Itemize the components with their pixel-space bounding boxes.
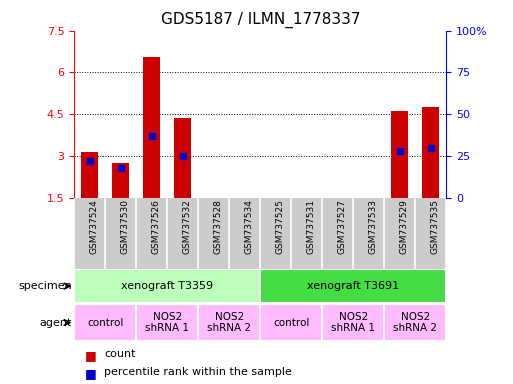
Text: ■: ■ (85, 367, 96, 380)
Bar (74, 270, 260, 303)
Text: GSM737532: GSM737532 (183, 199, 192, 254)
Text: xenograft T3359: xenograft T3359 (121, 281, 213, 291)
Text: GSM737533: GSM737533 (369, 199, 378, 254)
Text: NOS2
shRNA 1: NOS2 shRNA 1 (331, 312, 376, 333)
Bar (199, 304, 260, 341)
Text: NOS2
shRNA 1: NOS2 shRNA 1 (145, 312, 189, 333)
Bar (391, 111, 408, 198)
Bar (112, 163, 129, 198)
Text: GSM737535: GSM737535 (431, 199, 440, 254)
Text: GSM737527: GSM737527 (338, 199, 347, 254)
Text: NOS2
shRNA 2: NOS2 shRNA 2 (207, 312, 251, 333)
Bar (143, 57, 161, 198)
Text: ■: ■ (85, 349, 96, 362)
Bar (322, 304, 384, 341)
Text: agent: agent (40, 318, 72, 328)
Text: GSM737531: GSM737531 (307, 199, 316, 254)
Bar (422, 107, 439, 198)
Title: GDS5187 / ILMN_1778337: GDS5187 / ILMN_1778337 (161, 12, 360, 28)
Text: GSM737524: GSM737524 (90, 199, 99, 254)
Text: control: control (273, 318, 309, 328)
Text: GSM737530: GSM737530 (121, 199, 130, 254)
Text: GSM737534: GSM737534 (245, 199, 254, 254)
Text: GSM737525: GSM737525 (276, 199, 285, 254)
Text: GSM737528: GSM737528 (214, 199, 223, 254)
Text: specimen: specimen (18, 281, 72, 291)
Bar (260, 270, 446, 303)
Bar (384, 304, 446, 341)
Bar (74, 304, 136, 341)
Text: count: count (104, 349, 135, 359)
Text: GSM737529: GSM737529 (400, 199, 409, 254)
Bar (82, 152, 98, 198)
Text: xenograft T3691: xenograft T3691 (307, 281, 400, 291)
Bar (260, 304, 322, 341)
Text: percentile rank within the sample: percentile rank within the sample (104, 367, 292, 377)
Text: control: control (87, 318, 124, 328)
Text: GSM737526: GSM737526 (152, 199, 161, 254)
Text: NOS2
shRNA 2: NOS2 shRNA 2 (393, 312, 437, 333)
Bar (174, 118, 191, 198)
Bar (136, 304, 199, 341)
